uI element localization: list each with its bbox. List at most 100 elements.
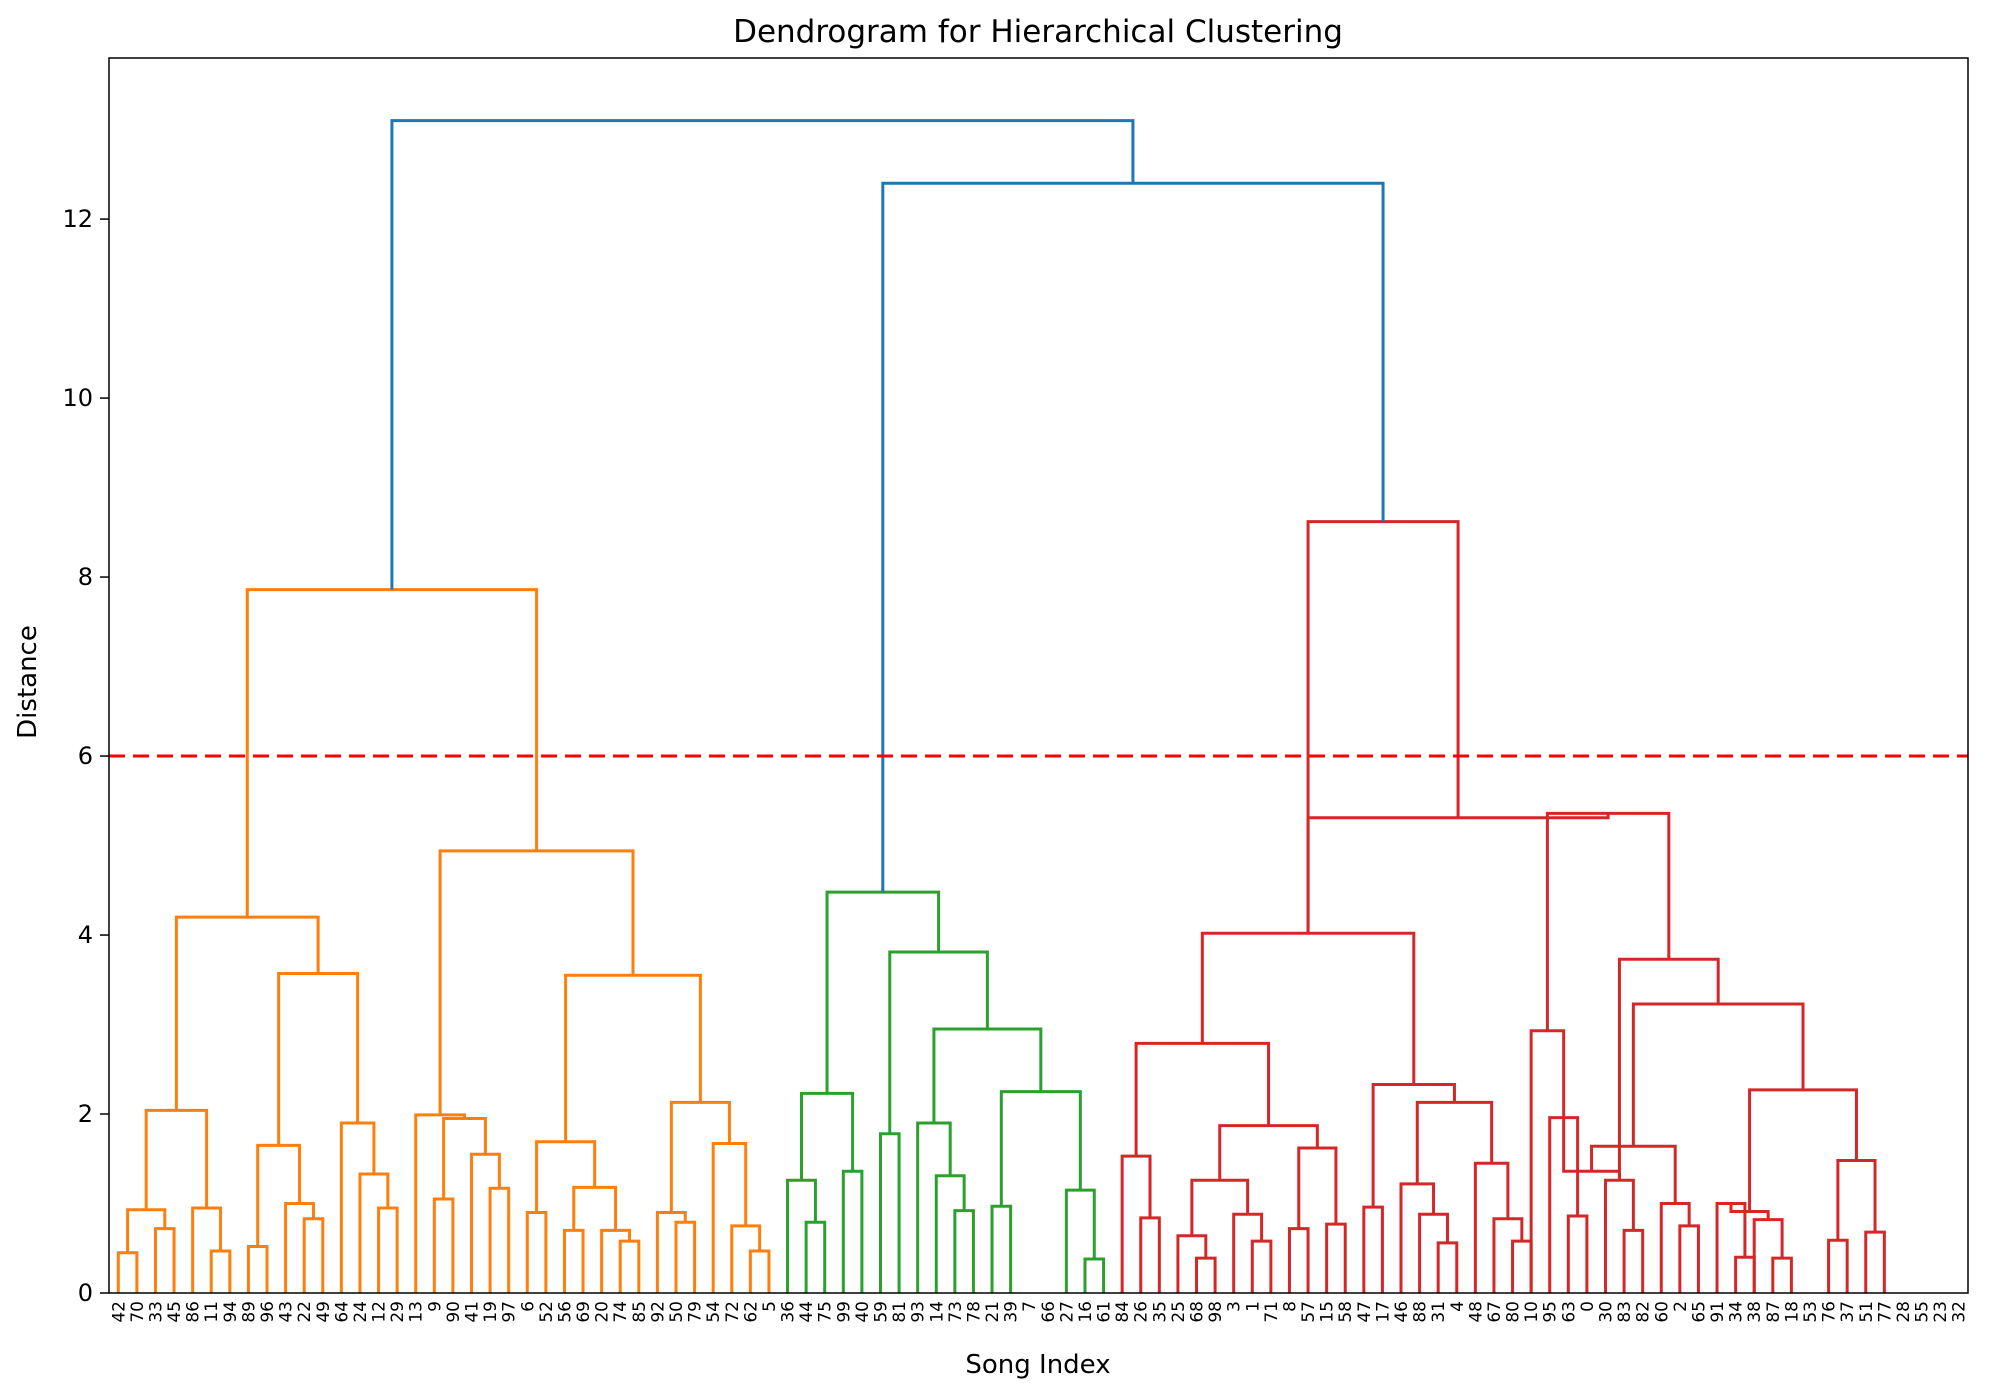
leaf-label: 27	[1057, 1301, 1077, 1323]
leaf-label: 53	[1801, 1301, 1821, 1323]
leaf-label: 96	[258, 1301, 278, 1323]
dendrogram-link	[470, 1152, 501, 1293]
dendrogram-link	[786, 1178, 817, 1293]
leaf-label: 75	[816, 1301, 836, 1323]
leaf-label: 33	[146, 1301, 166, 1323]
dendrogram-link	[841, 1169, 864, 1293]
x-axis-label: Song Index	[965, 1350, 1110, 1380]
dendrogram-link	[1362, 1205, 1384, 1293]
dendrogram-link	[1771, 1256, 1793, 1293]
leaf-label: 10	[1522, 1301, 1542, 1323]
dendrogram-link	[1566, 1214, 1589, 1293]
leaf-label: 9	[425, 1301, 445, 1312]
leaf-label: 2	[1671, 1301, 1691, 1312]
leaf-label: 77	[1875, 1301, 1895, 1323]
leaf-label: 30	[1596, 1301, 1616, 1323]
dendrogram-link	[525, 1210, 548, 1293]
dendrogram-link	[1827, 1238, 1849, 1293]
leaf-label: 16	[1076, 1301, 1096, 1323]
leaf-label: 84	[1113, 1301, 1133, 1323]
dendrogram-link	[438, 849, 635, 1115]
leaf-label: 6	[518, 1301, 538, 1312]
leaf-label: 73	[946, 1301, 966, 1323]
leaf-label: 78	[964, 1301, 984, 1323]
chart-title: Dendrogram for Hierarchical Clustering	[733, 14, 1343, 50]
y-tick-label: 10	[62, 384, 93, 412]
dendrogram-link	[1752, 1218, 1784, 1293]
dendrogram-link	[1287, 1227, 1310, 1293]
dendrogram-link	[116, 1251, 139, 1293]
leaf-label: 88	[1411, 1301, 1431, 1323]
leaf-label: 31	[1429, 1301, 1449, 1323]
dendrogram-link	[209, 1249, 232, 1293]
dendrogram-link	[932, 1027, 1043, 1123]
leaf-label: 47	[1355, 1301, 1375, 1323]
leaf-label: 32	[1950, 1301, 1970, 1323]
leaf-label: 51	[1857, 1301, 1877, 1323]
leaf-label: 48	[1466, 1301, 1486, 1323]
leaf-label: 12	[370, 1301, 390, 1323]
leaf-label: 95	[1541, 1301, 1561, 1323]
leaf-label: 91	[1708, 1301, 1728, 1323]
leaf-label: 82	[1634, 1301, 1654, 1323]
leaf-label: 99	[834, 1301, 854, 1323]
leaf-label: 46	[1392, 1301, 1412, 1323]
leaf-label: 87	[1764, 1301, 1784, 1323]
dendrogram-link	[256, 1143, 302, 1247]
dendrogram-link	[284, 1202, 315, 1293]
leaf-label: 19	[481, 1301, 501, 1323]
leaf-label: 69	[574, 1301, 594, 1323]
dendrogram-link	[277, 972, 360, 1146]
dendrogram-link	[1399, 1182, 1436, 1293]
leaf-label: 1	[1243, 1301, 1263, 1312]
leaf-label: 21	[983, 1301, 1003, 1323]
dendrogram-link	[1195, 1256, 1217, 1293]
leaf-label: 40	[853, 1301, 873, 1323]
leaf-label: 55	[1913, 1301, 1933, 1323]
leaf-label: 28	[1894, 1301, 1914, 1323]
dendrogram-link	[1418, 1212, 1449, 1293]
dendrogram-link	[562, 1228, 585, 1293]
leaf-label: 56	[555, 1301, 575, 1323]
plot-frame	[108, 57, 1969, 1294]
dendrogram-link	[711, 1142, 748, 1293]
leaf-label: 65	[1689, 1301, 1709, 1323]
leaf-label: 68	[1188, 1301, 1208, 1323]
leaf-label: 54	[704, 1301, 724, 1323]
leaf-label: 80	[1504, 1301, 1524, 1323]
leaf-label: 18	[1782, 1301, 1802, 1323]
leaf-label: 83	[1615, 1301, 1635, 1323]
leaf-label: 76	[1820, 1301, 1840, 1323]
leaf-label: 35	[1150, 1301, 1170, 1323]
leaf-label: 62	[741, 1301, 761, 1323]
y-tick-label: 0	[78, 1279, 93, 1307]
leaf-label: 44	[797, 1301, 817, 1323]
leaf-label: 67	[1485, 1301, 1505, 1323]
leaf-label: 41	[463, 1301, 483, 1323]
leaf-label: 66	[1039, 1301, 1059, 1323]
dendrogram-link	[153, 1227, 176, 1293]
leaf-label: 97	[500, 1301, 520, 1323]
leaf-label: 38	[1745, 1301, 1765, 1323]
leaf-label: 85	[630, 1301, 650, 1323]
leaf-label: 79	[686, 1301, 706, 1323]
leaf-label: 25	[1169, 1301, 1189, 1323]
dendrogram-link	[888, 950, 989, 1134]
leaf-label: 42	[109, 1301, 129, 1323]
leaf-label: 23	[1931, 1301, 1951, 1323]
leaf-label: 81	[890, 1301, 910, 1323]
leaf-label: 74	[611, 1301, 631, 1323]
leaf-label: 0	[1578, 1301, 1598, 1312]
leaf-label: 22	[295, 1301, 315, 1323]
y-tick-label: 2	[78, 1100, 93, 1128]
dendrogram-link	[390, 119, 1135, 590]
leaf-label: 89	[239, 1301, 259, 1323]
dendrogram-link	[442, 1116, 487, 1200]
y-tick-label: 4	[78, 921, 93, 949]
leaf-label: 94	[221, 1301, 241, 1323]
leaf-label: 63	[1559, 1301, 1579, 1323]
leaf-label: 72	[723, 1301, 743, 1323]
leaf-label: 29	[388, 1301, 408, 1323]
